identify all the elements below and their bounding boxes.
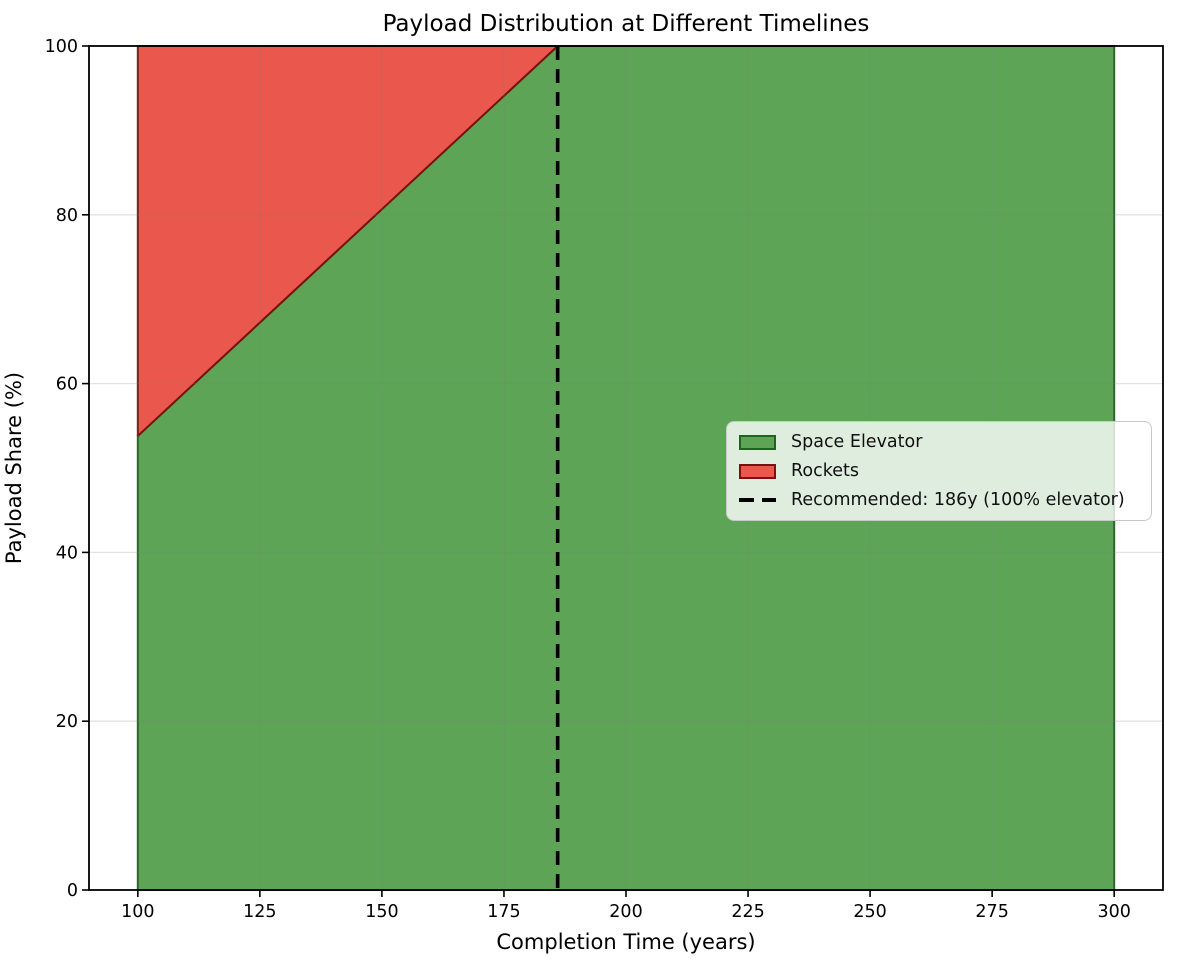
y-tick-label: 40 [56, 543, 78, 563]
legend-item-recommended: Recommended: 186y (100% elevator) [739, 489, 1139, 511]
legend-item-space-elevator: Space Elevator [739, 431, 1139, 453]
x-tick-label: 150 [365, 902, 398, 922]
x-tick-label: 125 [243, 902, 276, 922]
x-tick-label: 275 [975, 902, 1008, 922]
x-tick-label: 225 [731, 902, 764, 922]
legend-item-rockets: Rockets [739, 460, 1139, 482]
x-axis-label: Completion Time (years) [496, 930, 755, 954]
axis-ticks: 100 125 150 175 200 225 250 275 300 0 20 40 60 80 100 [45, 37, 1131, 922]
legend: Space Elevator Rockets Recommended: 186y… [726, 421, 1152, 521]
x-tick-label: 175 [487, 902, 520, 922]
y-tick-label: 0 [67, 881, 78, 901]
y-axis-label: Payload Share (%) [2, 372, 26, 564]
space-elevator-swatch [739, 434, 776, 450]
y-tick-label: 60 [56, 375, 78, 395]
y-tick-label: 80 [56, 206, 78, 226]
legend-label-recommended: Recommended: 186y (100% elevator) [791, 490, 1125, 510]
x-tick-label: 100 [121, 902, 154, 922]
dashed-line-icon [739, 498, 776, 502]
chart-title: Payload Distribution at Different Timeli… [383, 11, 870, 37]
x-tick-label: 200 [609, 902, 642, 922]
y-tick-label: 100 [45, 37, 78, 57]
y-tick-label: 20 [56, 712, 78, 732]
rockets-swatch [739, 463, 776, 479]
x-tick-label: 300 [1097, 902, 1130, 922]
legend-label-space-elevator: Space Elevator [791, 432, 923, 452]
x-tick-label: 250 [853, 902, 886, 922]
legend-label-rockets: Rockets [791, 461, 859, 481]
